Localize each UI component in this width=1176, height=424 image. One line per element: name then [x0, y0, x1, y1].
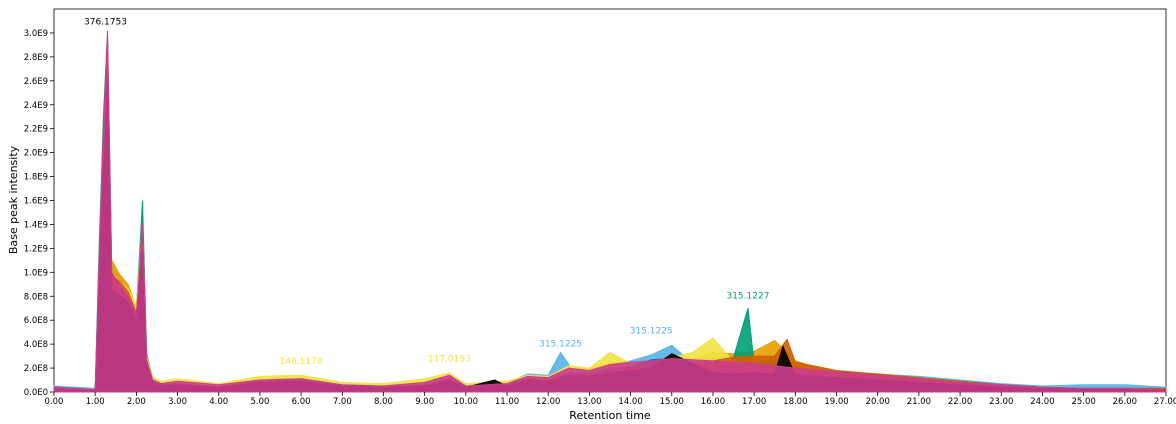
x-tick-label: 20.00 [866, 397, 890, 407]
y-tick-label: 1.6E9 [24, 197, 48, 207]
x-axis: 0.00 1.00 2.00 3.00 4.00 5.00 6.00 7.00 8.00 9.00… [45, 392, 1176, 407]
y-tick-label: 1.4E9 [24, 220, 48, 230]
y-tick-label: 4.0E8 [24, 340, 48, 350]
y-tick-label: 2.0E9 [24, 149, 48, 159]
y-tick-label: 1.0E9 [24, 268, 48, 278]
x-tick-label: 26.00 [1113, 397, 1137, 407]
x-tick-label: 2.00 [127, 397, 146, 407]
x-tick-label: 5.00 [250, 397, 269, 407]
x-tick-label: 16.00 [701, 397, 725, 407]
x-tick-label: 8.00 [374, 397, 393, 407]
y-tick-label: 8.0E8 [24, 292, 48, 302]
y-tick-label: 2.4E9 [24, 101, 48, 111]
plot-frame [53, 8, 1167, 393]
y-tick-label: 2.2E9 [24, 125, 48, 135]
y-tick-label: 2.0E8 [24, 364, 48, 374]
y-tick-label: 6.0E8 [24, 316, 48, 326]
x-tick-label: 27.00 [1154, 397, 1176, 407]
x-tick-label: 9.00 [415, 397, 434, 407]
x-tick-label: 6.00 [292, 397, 311, 407]
y-axis: 0.0E0 2.0E8 4.0E8 6.0E8 8.0E8 1.0E9 1.2E9 1.4E9… [24, 29, 54, 398]
x-tick-label: 22.00 [948, 397, 972, 407]
x-tick-label: 4.00 [209, 397, 228, 407]
x-tick-label: 25.00 [1071, 397, 1095, 407]
x-tick-label: 13.00 [577, 397, 601, 407]
y-tick-label: 3.0E9 [24, 29, 48, 39]
peak-annotation: 117.0193 [428, 354, 471, 364]
x-tick-label: 24.00 [1030, 397, 1054, 407]
x-tick-label: 0.00 [45, 397, 64, 407]
x-axis-label: Retention time [569, 409, 651, 422]
y-axis-label: Base peak intensity [7, 145, 20, 254]
peak-annotation: 315.1227 [726, 292, 769, 302]
series-layer [53, 30, 1167, 393]
x-tick-label: 18.00 [783, 397, 807, 407]
x-tick-label: 7.00 [333, 397, 352, 407]
x-tick-label: 11.00 [495, 397, 519, 407]
series-trace-8 [53, 30, 1167, 393]
x-tick-label: 23.00 [989, 397, 1013, 407]
y-tick-label: 0.0E0 [24, 388, 48, 398]
x-tick-label: 10.00 [454, 397, 478, 407]
x-tick-label: 12.00 [536, 397, 560, 407]
x-tick-label: 17.00 [742, 397, 766, 407]
annotation-layer: 376.1753 146.1178 117.0193 315.1225 315.1225… [84, 18, 769, 367]
x-tick-label: 15.00 [660, 397, 684, 407]
y-tick-label: 2.6E9 [24, 77, 48, 87]
y-tick-label: 2.8E9 [24, 53, 48, 63]
x-tick-label: 19.00 [824, 397, 848, 407]
peak-annotation: 146.1178 [280, 357, 323, 367]
x-tick-label: 14.00 [618, 397, 642, 407]
x-tick-label: 1.00 [86, 397, 105, 407]
peak-annotation: 376.1753 [84, 18, 127, 28]
y-tick-label: 1.2E9 [24, 244, 48, 254]
peak-annotation: 315.1225 [539, 340, 582, 350]
peak-annotation: 315.1225 [630, 326, 673, 336]
x-tick-label: 21.00 [907, 397, 931, 407]
y-tick-label: 1.8E9 [24, 173, 48, 183]
x-tick-label: 3.00 [168, 397, 187, 407]
